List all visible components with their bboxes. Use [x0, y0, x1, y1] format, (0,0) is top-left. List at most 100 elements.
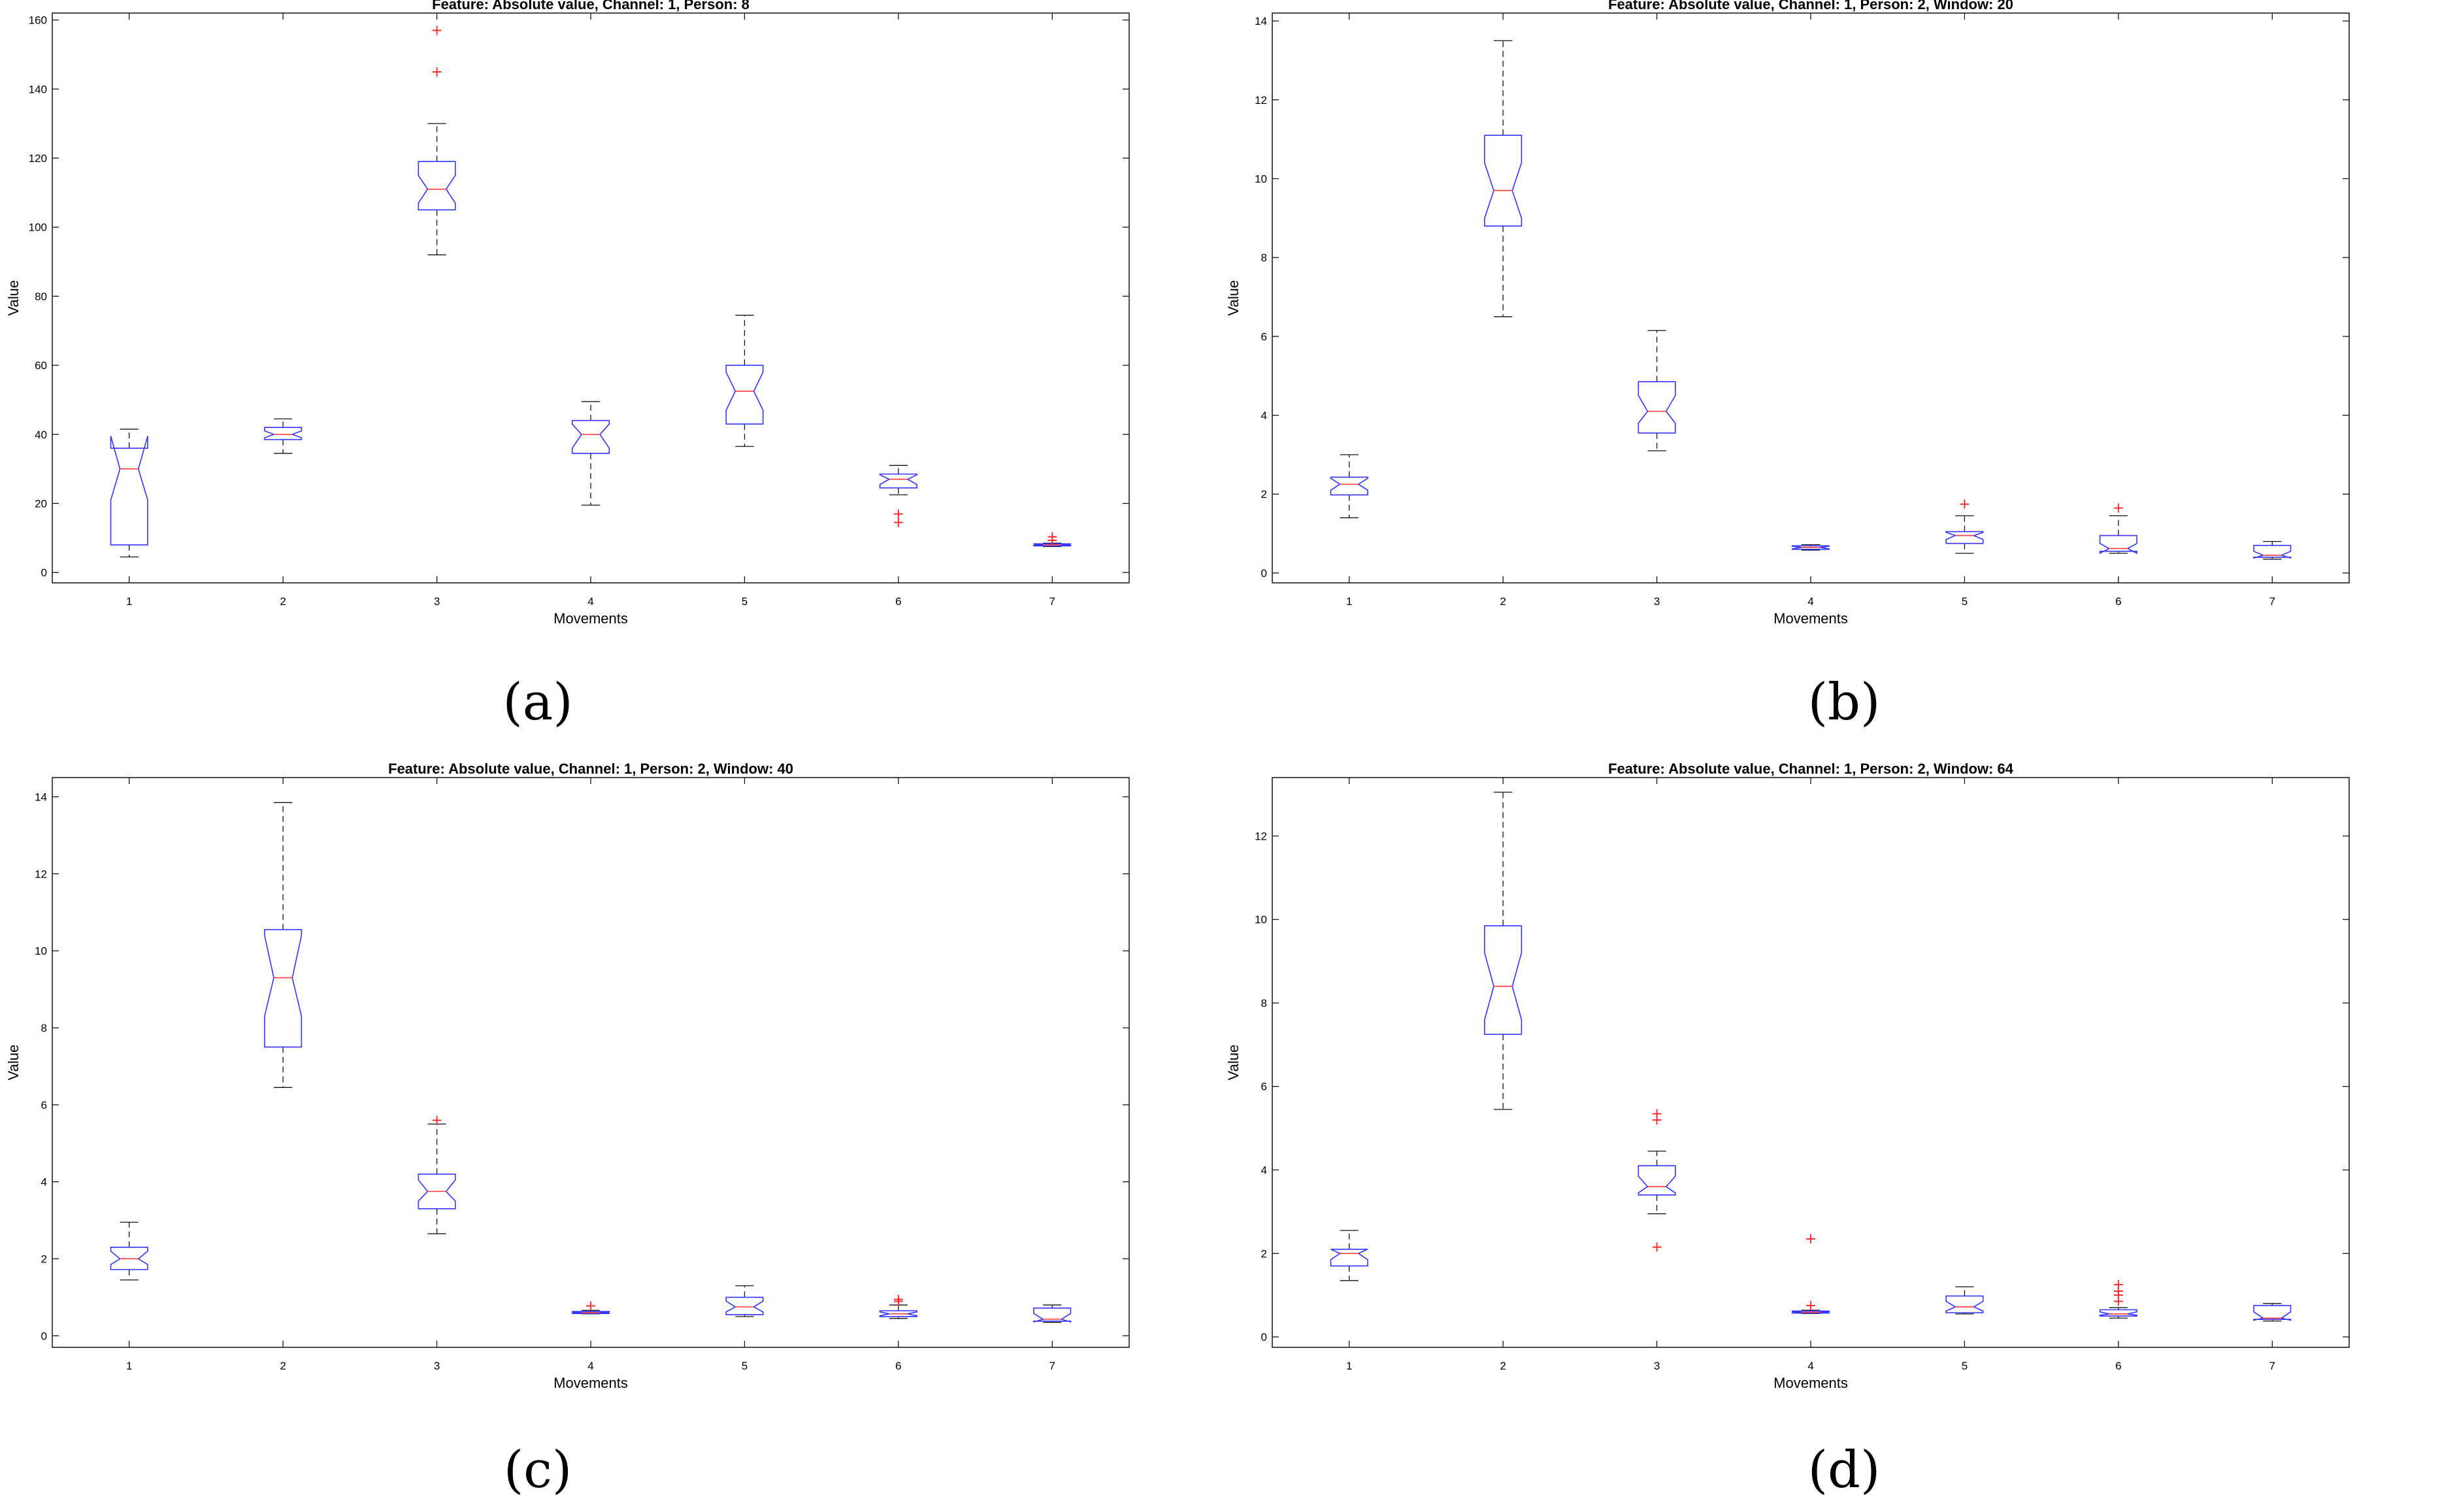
- y-tick-label: 0: [41, 1330, 47, 1342]
- y-tick-label: 20: [35, 497, 47, 510]
- x-axis-label: Movements: [553, 610, 628, 627]
- x-tick-label: 7: [1049, 1360, 1055, 1372]
- y-tick-label: 14: [35, 791, 47, 803]
- box: [1033, 1307, 1072, 1323]
- outlier-marker: +: [1046, 529, 1058, 546]
- y-tick-label: 8: [41, 1022, 47, 1034]
- box-group-7: ++: [1033, 529, 1072, 549]
- box: [2099, 534, 2137, 555]
- box-group-2: [1484, 40, 1523, 318]
- box: [571, 419, 610, 454]
- x-tick-label: 1: [126, 595, 132, 608]
- y-tick-label: 100: [29, 222, 47, 234]
- box: [1791, 1310, 1830, 1314]
- chart-title: Feature: Absolute value, Channel: 1, Per…: [388, 761, 793, 777]
- x-tick-label: 5: [1962, 595, 1968, 608]
- chart-title: Feature: Absolute value, Channel: 1, Per…: [1608, 761, 2014, 777]
- y-tick-label: 4: [1261, 410, 1267, 422]
- box: [110, 436, 148, 546]
- y-tick-label: 6: [1261, 1081, 1267, 1093]
- box-group-7: [2253, 540, 2292, 560]
- x-tick-label: 2: [280, 595, 286, 608]
- y-tick-label: 4: [41, 1176, 47, 1189]
- box: [418, 161, 456, 211]
- box-group-7: [1033, 1304, 1072, 1323]
- box-group-1: [1330, 1230, 1368, 1281]
- chart-title: Feature: Absolute value, Channel: 1, Per…: [432, 0, 750, 12]
- box-group-3: [1638, 330, 1676, 452]
- box-group-4: [571, 401, 610, 506]
- box: [1945, 531, 1984, 544]
- box: [2253, 1305, 2292, 1321]
- boxplot-a: Feature: Absolute value, Channel: 1, Per…: [5, 0, 1130, 627]
- panel-d: Feature: Absolute value, Channel: 1, Per…: [1220, 761, 2440, 1392]
- box: [2099, 1309, 2137, 1317]
- box: [1945, 1295, 1984, 1313]
- panel-b: Feature: Absolute value, Channel: 1, Per…: [1220, 0, 2440, 627]
- outlier-marker: +: [2113, 500, 2124, 516]
- x-tick-label: 5: [1962, 1360, 1968, 1372]
- x-tick-label: 7: [2269, 595, 2275, 608]
- caption-a: (a): [503, 673, 573, 732]
- y-tick-label: 12: [1255, 94, 1267, 107]
- outlier-marker: +: [1805, 1298, 1817, 1314]
- box-group-3: ++: [418, 22, 456, 255]
- x-tick-label: 5: [742, 595, 748, 608]
- box: [1638, 1165, 1676, 1196]
- x-axis-label: Movements: [1773, 1375, 1848, 1391]
- outlier-marker: +: [893, 1291, 904, 1307]
- box-group-3: +: [418, 1112, 456, 1234]
- y-tick-label: 12: [35, 868, 47, 880]
- y-tick-label: 140: [29, 83, 47, 95]
- box-group-6: ++: [879, 1291, 917, 1319]
- y-tick-label: 120: [29, 152, 47, 165]
- boxplot-d: Feature: Absolute value, Channel: 1, Per…: [1225, 761, 2350, 1391]
- x-axis-label: Movements: [1773, 610, 1848, 627]
- outlier-marker: +: [431, 1112, 442, 1128]
- y-tick-label: 0: [41, 567, 47, 579]
- y-tick-label: 80: [35, 290, 47, 303]
- x-tick-label: 1: [1346, 595, 1352, 608]
- x-tick-label: 4: [1807, 595, 1813, 608]
- outlier-marker: +: [431, 64, 442, 80]
- y-tick-label: 8: [1261, 252, 1267, 264]
- box: [1330, 476, 1368, 496]
- box: [110, 1246, 148, 1270]
- box: [1330, 1249, 1368, 1267]
- y-axis-label: Value: [5, 280, 22, 316]
- x-tick-label: 3: [1654, 1360, 1660, 1372]
- x-tick-label: 2: [280, 1360, 286, 1372]
- box-group-5: +: [1945, 496, 1984, 554]
- box: [725, 1296, 764, 1315]
- y-axis-label: Value: [5, 1045, 22, 1081]
- box-group-4: +: [571, 1298, 610, 1315]
- box-group-4: ++: [1791, 1231, 1830, 1314]
- box: [879, 473, 917, 489]
- box-group-5: [725, 314, 764, 447]
- y-tick-label: 2: [1261, 1247, 1267, 1260]
- y-tick-label: 10: [35, 945, 47, 957]
- plot-area-frame: [1272, 777, 2350, 1348]
- panel-c: Feature: Absolute value, Channel: 1, Per…: [0, 761, 1220, 1392]
- x-tick-label: 1: [126, 1360, 132, 1372]
- box-group-5: [1945, 1286, 1984, 1315]
- box: [1033, 543, 1072, 547]
- box: [725, 365, 764, 425]
- x-tick-label: 4: [1807, 1360, 1813, 1372]
- y-tick-label: 14: [1255, 15, 1267, 27]
- x-tick-label: 3: [434, 595, 440, 608]
- caption-b: (b): [1807, 673, 1881, 732]
- x-axis-label: Movements: [553, 1375, 628, 1391]
- box-group-2: [264, 418, 303, 454]
- plot-area-frame: [1272, 12, 2350, 583]
- box: [264, 929, 303, 1048]
- outlier-marker: +: [2113, 1277, 2124, 1293]
- box: [1638, 381, 1676, 434]
- box-group-2: [264, 802, 303, 1088]
- boxplot-c: Feature: Absolute value, Channel: 1, Per…: [5, 761, 1130, 1391]
- x-tick-label: 5: [742, 1360, 748, 1372]
- x-tick-label: 3: [434, 1360, 440, 1372]
- outlier-marker: +: [2113, 1283, 2124, 1300]
- box-group-3: +++: [1638, 1106, 1676, 1256]
- x-tick-label: 7: [1049, 595, 1055, 608]
